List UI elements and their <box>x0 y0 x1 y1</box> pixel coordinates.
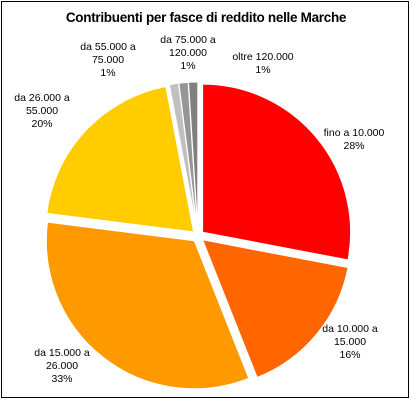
pie-slice <box>187 81 199 231</box>
slice-label: da 75.000 a 120.000 1% <box>160 34 216 72</box>
slice-labels: fino a 10.000 28% da 10.000 a 15.000 16% da 1… <box>14 34 384 385</box>
chart-title: Contribuenti per fasce di reddito nelle … <box>66 10 347 25</box>
pie-slice <box>201 239 349 379</box>
slice-label: fino a 10.000 28% <box>324 127 385 152</box>
pie-slice <box>45 221 250 390</box>
pie-slice <box>202 83 352 261</box>
pie-slices <box>45 81 352 390</box>
slice-label: da 10.000 a 15.000 16% <box>322 323 378 361</box>
slice-label: oltre 120.000 1% <box>232 51 293 76</box>
slice-label: da 26.000 a 55.000 20% <box>14 92 70 130</box>
slice-label: da 15.000 a 26.000 33% <box>34 347 90 385</box>
pie-slice <box>46 85 195 233</box>
slice-label: da 55.000 a 75.000 1% <box>80 41 136 79</box>
